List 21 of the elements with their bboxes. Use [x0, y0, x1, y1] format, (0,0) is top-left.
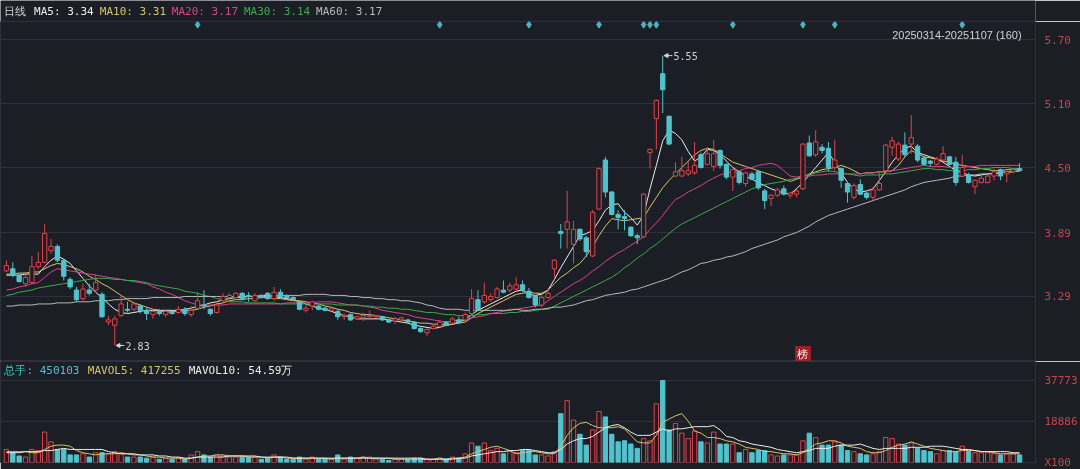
- y-tick-label: 3.89: [1044, 226, 1071, 240]
- text: MA60: 3.17: [316, 4, 383, 18]
- y-tick-label: 18886: [1044, 414, 1078, 428]
- y-tick-label: 3.29: [1044, 290, 1071, 304]
- text: MAVOL5: 417255: [87, 364, 181, 377]
- chart-title: 日线: [4, 4, 27, 18]
- series-label: 榜: [797, 347, 809, 361]
- annotation: 20250314-20251107 (160): [892, 28, 1022, 41]
- text: 2.83: [125, 340, 150, 352]
- y-tick-label: 4.50: [1044, 161, 1071, 175]
- y-tick-label: 5.70: [1044, 33, 1071, 47]
- y-tick-label: X100: [1044, 456, 1071, 469]
- y-tick-label: 5.10: [1044, 97, 1071, 111]
- text: MA10: 3.31: [99, 4, 167, 18]
- text: MA30: 3.14: [243, 4, 311, 18]
- text: 5.55: [673, 50, 698, 62]
- text: MA20: 3.17: [171, 4, 239, 18]
- text: MA5: 3.34: [34, 4, 95, 18]
- text: 总手: 450103: [3, 364, 80, 377]
- text: MAVOL10: 54.59万: [188, 364, 293, 377]
- y-tick-label: 37773: [1044, 373, 1078, 387]
